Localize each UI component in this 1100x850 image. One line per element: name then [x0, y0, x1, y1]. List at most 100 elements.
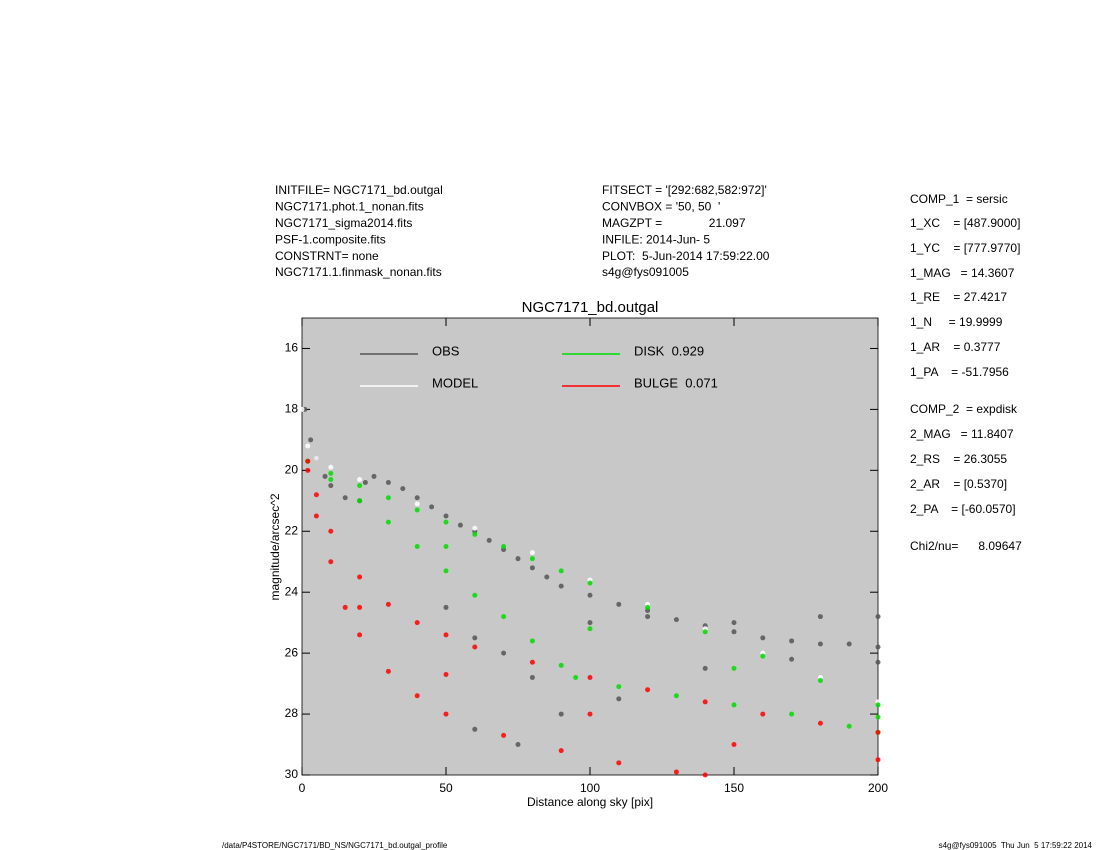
point	[414, 507, 420, 513]
point	[616, 696, 622, 702]
point	[875, 614, 881, 620]
legend-label: DISK 0.929	[634, 343, 704, 358]
parameter: 1_XC = [487.9000]	[910, 216, 1020, 230]
point	[645, 604, 651, 610]
point	[587, 580, 593, 586]
point	[305, 467, 311, 473]
point	[529, 565, 535, 571]
point	[414, 495, 420, 501]
point	[558, 583, 564, 589]
point	[501, 614, 507, 620]
point	[529, 556, 535, 562]
point	[544, 574, 550, 580]
parameter: 1_YC = [777.9770]	[910, 241, 1020, 255]
point	[789, 711, 795, 717]
header-line: CONVBOX = '50, 50 '	[602, 200, 720, 214]
point	[443, 513, 449, 519]
point	[875, 644, 881, 650]
point	[357, 574, 363, 580]
footer-right: s4g@fys091005 Thu Jun 5 17:59:22 2014	[939, 841, 1093, 850]
point	[414, 544, 420, 549]
point	[558, 748, 564, 754]
point	[414, 620, 420, 626]
y-tick-label: 20	[285, 463, 299, 477]
point	[400, 486, 406, 492]
header-line: MAGZPT = 21.097	[602, 216, 746, 230]
point	[472, 635, 478, 641]
point	[328, 464, 334, 470]
point	[443, 632, 449, 638]
chart-title: NGC7171_bd.outgal	[522, 299, 659, 316]
legend-label: BULGE 0.071	[634, 375, 718, 390]
y-tick-label: 30	[285, 767, 299, 781]
point	[760, 635, 766, 641]
point	[472, 531, 478, 537]
parameter: 2_MAG = 11.8407	[910, 427, 1014, 441]
header-line: NGC7171.phot.1_nonan.fits	[275, 200, 424, 214]
parameter: COMP_1 = sersic	[910, 192, 1008, 206]
point	[357, 476, 363, 482]
point	[731, 665, 737, 671]
point	[299, 406, 305, 412]
header-line: PLOT: 5-Jun-2014 17:59:22.00	[602, 249, 770, 263]
point	[616, 760, 622, 766]
point	[385, 519, 391, 525]
point	[731, 702, 737, 708]
point	[846, 641, 852, 647]
point	[362, 480, 368, 486]
point	[875, 729, 881, 735]
point	[875, 702, 881, 708]
point	[501, 544, 507, 549]
point	[673, 769, 679, 775]
point	[515, 556, 521, 562]
point	[529, 659, 535, 665]
point	[817, 720, 823, 726]
point	[587, 626, 593, 632]
point	[305, 443, 311, 449]
header-line: FITSECT = '[292:682,582:972]'	[602, 183, 767, 197]
header-line: NGC7171_sigma2014.fits	[275, 216, 412, 230]
point	[443, 711, 449, 717]
point	[587, 711, 593, 717]
point	[357, 498, 363, 504]
plot-area	[301, 317, 879, 776]
y-tick-label: 26	[285, 645, 299, 659]
point	[558, 662, 564, 668]
parameter: 1_AR = 0.3777	[910, 340, 1001, 354]
y-tick-label: 24	[285, 584, 299, 598]
point	[645, 614, 651, 620]
point	[472, 644, 478, 650]
x-tick-label: 200	[868, 781, 888, 795]
point	[731, 742, 737, 748]
parameter: 2_AR = [0.5370]	[910, 477, 1007, 491]
point	[529, 675, 535, 681]
point	[573, 675, 579, 681]
point	[385, 601, 391, 607]
header-line: CONSTRNT= none	[275, 249, 379, 263]
y-tick-label: 28	[285, 706, 299, 720]
header-line: NGC7171.1.finmask_nonan.fits	[275, 265, 442, 279]
point	[789, 638, 795, 644]
point	[529, 638, 535, 644]
point	[385, 668, 391, 674]
point	[731, 629, 737, 635]
point	[342, 604, 348, 610]
header-line: PSF-1.composite.fits	[275, 232, 386, 246]
point	[875, 714, 881, 720]
x-tick-label: 0	[299, 781, 306, 795]
point	[429, 504, 435, 510]
point	[371, 473, 377, 479]
point	[328, 470, 334, 476]
point	[673, 693, 679, 699]
point	[443, 544, 449, 549]
point	[385, 495, 391, 501]
point	[587, 620, 593, 626]
point	[789, 656, 795, 662]
point	[322, 473, 328, 479]
point	[308, 437, 314, 443]
x-tick-label: 100	[580, 781, 600, 795]
point	[846, 723, 852, 729]
point	[328, 528, 334, 534]
point	[645, 687, 651, 693]
point	[357, 604, 363, 610]
